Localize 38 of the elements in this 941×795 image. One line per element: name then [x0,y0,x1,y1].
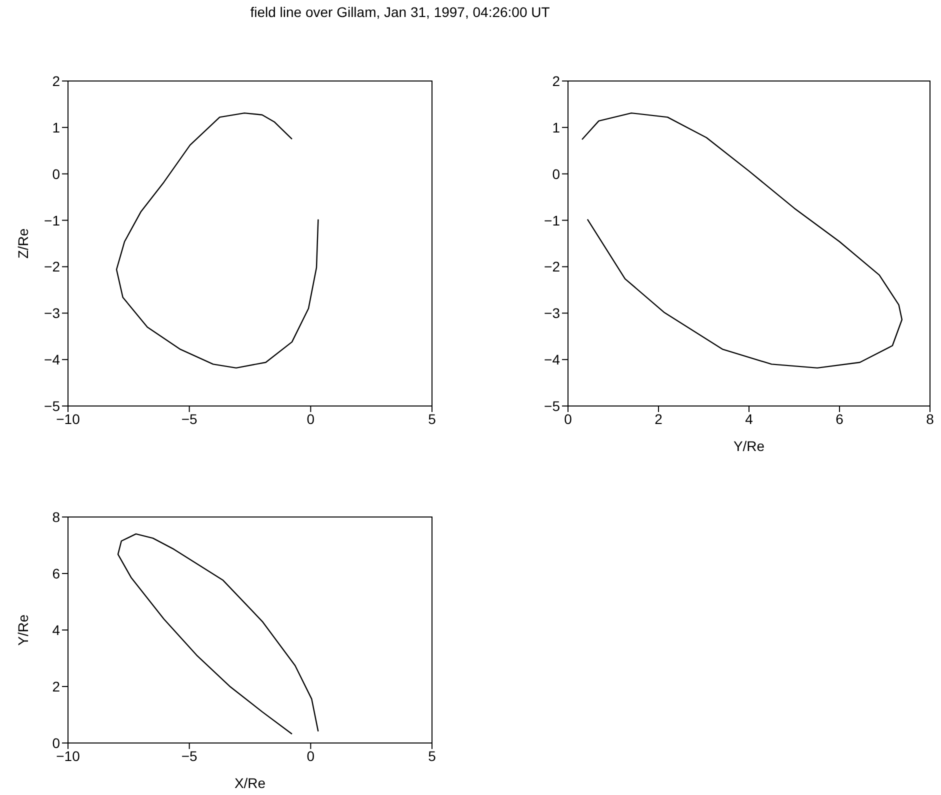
y-tick-label: −2 [44,258,60,275]
y-tick-label: −2 [544,258,560,275]
x-axis-title: X/Re [234,775,266,791]
y-tick-label: −3 [544,305,560,322]
x-tick-label: 0 [306,748,315,764]
y-tick-label: −3 [44,305,60,322]
y-tick-label: 4 [52,622,60,638]
x-tick-label: 5 [428,748,436,764]
x-tick-label: −5 [181,410,198,427]
y-tick-label: 2 [52,72,60,89]
line-series [117,533,319,735]
y-tick-label: −4 [544,352,560,368]
x-tick-label: 0 [306,410,315,427]
y-tick-label: −1 [44,212,60,228]
y-tick-label: 2 [52,678,60,694]
y-axis-title: Z/Re [14,228,31,259]
y-tick-label: 1 [552,119,560,136]
y-tick-label: −1 [544,212,560,228]
x-tick-label: −5 [181,748,198,764]
x-tick-label: 0 [564,410,572,427]
x-tick-label: 4 [745,410,754,427]
x-axis-title: Y/Re [733,438,765,454]
y-tick-label: 8 [52,508,60,525]
line-series [581,112,903,369]
y-tick-label: −4 [44,352,60,368]
x-tick-label: 2 [654,410,663,427]
x-tick-label: 8 [926,410,934,427]
x-tick-label: 5 [428,410,436,427]
y-tick-label: 1 [52,119,60,136]
y-tick-label: 0 [552,166,560,182]
chart-title: field line over Gillam, Jan 31, 1997, 04:26:00 UT [249,4,551,20]
y-tick-label: 0 [52,166,60,182]
y-tick-label: −5 [544,398,560,414]
y-tick-label: 6 [52,565,60,582]
x-tick-label: 6 [836,410,844,427]
y-tick-label: 2 [552,72,560,89]
y-axis-title: Y/Re [14,614,31,646]
line-series [116,112,319,369]
